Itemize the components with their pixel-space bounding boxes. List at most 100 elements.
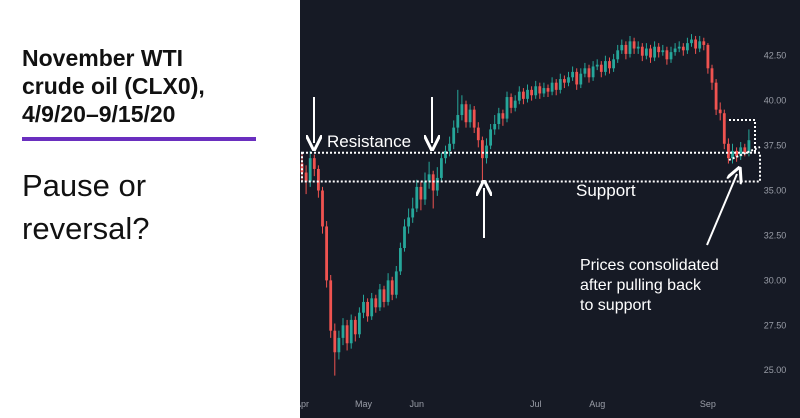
- candle-body: [616, 50, 620, 60]
- x-tick-label: Aug: [589, 399, 605, 409]
- candle-body: [440, 158, 443, 178]
- candle-body: [435, 177, 439, 191]
- candle-body: [493, 124, 497, 130]
- candle-body: [411, 208, 415, 218]
- candle-body: [595, 64, 599, 67]
- candle-body: [542, 88, 546, 94]
- candle-body: [497, 113, 501, 125]
- chart-panel: [300, 0, 800, 418]
- candle-body: [358, 312, 361, 335]
- annotations: Resistance Support Prices consolidated a…: [327, 132, 719, 314]
- divider: [22, 137, 256, 141]
- resistance-label: Resistance: [327, 132, 411, 151]
- candle-body: [399, 248, 402, 272]
- candle-body: [727, 143, 730, 159]
- candle-body: [317, 168, 320, 191]
- candle-body: [722, 113, 726, 144]
- candle-body: [739, 147, 743, 157]
- candle-body: [456, 115, 460, 128]
- candle-body: [694, 39, 697, 49]
- candle-body: [407, 217, 410, 227]
- candle-body: [649, 48, 652, 58]
- candle-body: [353, 319, 357, 335]
- x-tick-label: Apr: [295, 399, 309, 409]
- candle-body: [423, 181, 427, 200]
- candle-body: [394, 271, 398, 295]
- candle-body: [390, 280, 394, 295]
- y-tick-label: 25.00: [764, 365, 787, 375]
- candle-body: [517, 91, 521, 101]
- candle-body: [710, 68, 714, 83]
- candle-body: [583, 68, 587, 74]
- candle-body: [468, 109, 472, 123]
- candle-body: [558, 79, 562, 90]
- x-tick-label: Jun: [410, 399, 425, 409]
- candle-body: [657, 46, 661, 53]
- candle-body: [362, 301, 365, 313]
- candle-body: [501, 113, 505, 119]
- candle-body: [337, 337, 341, 353]
- candle-body: [489, 129, 492, 146]
- note-line: to support: [580, 297, 652, 314]
- candle-body: [718, 109, 722, 114]
- candle-body: [612, 59, 615, 69]
- candle-body: [681, 46, 685, 51]
- y-tick-label: 32.50: [764, 230, 787, 240]
- candle-body: [513, 100, 517, 108]
- candle-body: [731, 150, 734, 159]
- candle-body: [669, 52, 673, 60]
- candle-body: [329, 280, 333, 331]
- candle-body: [509, 97, 513, 108]
- candle-body: [554, 82, 558, 90]
- annotation-arrows: [314, 97, 761, 246]
- candle-body: [460, 104, 464, 116]
- candle-body: [472, 109, 476, 128]
- candle-body: [505, 97, 509, 119]
- candle-body: [587, 68, 591, 78]
- candle-body: [735, 150, 738, 157]
- candle-body: [325, 226, 328, 281]
- candle-body: [378, 289, 382, 308]
- arrow: [706, 174, 737, 246]
- candle-body: [677, 46, 681, 49]
- candle-body: [300, 163, 304, 173]
- candle-body: [345, 325, 349, 344]
- candle-body: [333, 330, 337, 353]
- candle-body: [747, 140, 751, 153]
- y-tick-label: 35.00: [764, 186, 787, 196]
- y-tick-label: 30.00: [764, 275, 787, 285]
- note-line: Prices consolidated: [580, 257, 719, 274]
- candle-body: [481, 140, 484, 159]
- candle-body: [591, 66, 595, 78]
- candle-body: [341, 325, 345, 338]
- y-tick-label: 40.00: [764, 96, 787, 106]
- candle-body: [452, 127, 456, 144]
- candle-body: [620, 44, 624, 51]
- candle-body: [636, 46, 640, 49]
- candle-body: [403, 226, 406, 249]
- left-panel: [0, 0, 300, 418]
- candle-body: [304, 172, 308, 182]
- candle-body: [579, 73, 583, 85]
- x-tick-label: Sep: [700, 399, 716, 409]
- candle-body: [628, 41, 632, 54]
- candle-body: [526, 89, 529, 99]
- candle-body: [444, 150, 447, 159]
- candle-body: [534, 86, 538, 96]
- candle-body: [624, 44, 628, 54]
- candle-body: [374, 298, 378, 308]
- candle-body: [427, 174, 431, 182]
- candle-body: [382, 289, 386, 302]
- candle-body: [640, 46, 644, 56]
- consolidation-box: [728, 119, 761, 161]
- candle-body: [386, 280, 390, 302]
- candle-body: [550, 82, 554, 92]
- candle-body: [686, 43, 689, 51]
- candle-body: [702, 41, 706, 45]
- candle-body: [321, 190, 324, 227]
- candle-body: [608, 61, 611, 69]
- candle-body: [743, 147, 747, 153]
- candle-body: [563, 79, 566, 83]
- candle-body: [308, 158, 312, 182]
